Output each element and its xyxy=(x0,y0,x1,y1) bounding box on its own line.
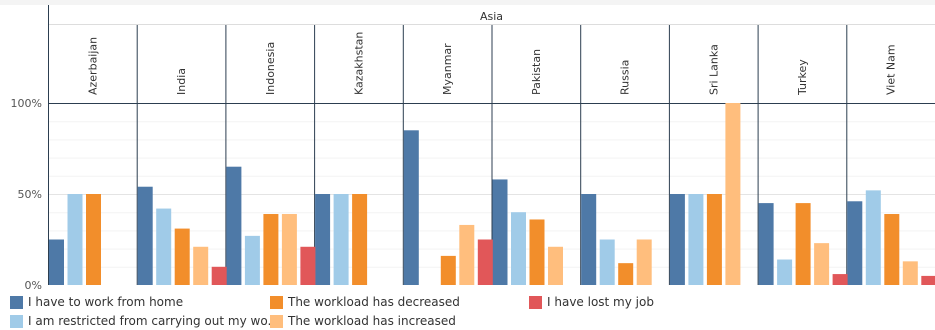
bar xyxy=(636,239,652,285)
bar xyxy=(758,203,774,285)
bar xyxy=(86,194,101,285)
bar xyxy=(315,194,331,285)
bar xyxy=(156,208,172,285)
legend-item-work-from-home[interactable]: I have to work from home xyxy=(10,295,183,309)
y-tick-label: 0% xyxy=(25,279,42,290)
category-label: Azerbaijan xyxy=(86,37,99,95)
category-label: Viet Nam xyxy=(885,44,898,95)
legend-label: The workload has increased xyxy=(288,314,456,328)
category-label: Sri Lanka xyxy=(707,44,720,95)
bar xyxy=(459,224,475,285)
bar xyxy=(440,255,456,285)
bar xyxy=(511,212,526,285)
bar xyxy=(67,194,83,285)
legend: I have to work from home I am restricted… xyxy=(0,291,935,330)
bar xyxy=(706,194,722,285)
bar xyxy=(902,261,918,285)
legend-item-workload-decreased[interactable]: The workload has decreased xyxy=(270,295,460,309)
category-label: Russia xyxy=(619,60,632,95)
legend-swatch xyxy=(529,295,542,309)
category-label: Pakistan xyxy=(530,49,543,95)
bar xyxy=(477,239,493,285)
bar xyxy=(884,214,900,285)
bar xyxy=(263,214,279,285)
legend-label: I have to work from home xyxy=(28,295,184,309)
group-header: Asia xyxy=(480,10,503,23)
bar xyxy=(137,186,153,285)
category-label: Kazakhstan xyxy=(352,32,365,95)
bar xyxy=(333,194,349,285)
legend-swatch xyxy=(10,295,23,309)
bar xyxy=(49,239,64,285)
bar xyxy=(548,246,563,285)
bar xyxy=(795,203,811,285)
y-tick-label: 100% xyxy=(11,97,42,110)
legend-item-workload-increased[interactable]: The workload has increased xyxy=(270,314,456,328)
category-label: Indonesia xyxy=(264,42,277,95)
category-label: India xyxy=(175,68,188,95)
top-strip xyxy=(0,0,935,5)
legend-label: The workload has decreased xyxy=(288,295,460,309)
bar xyxy=(581,194,597,285)
legend-label: I have lost my job xyxy=(547,295,654,309)
bar xyxy=(921,275,935,285)
bar xyxy=(618,263,634,285)
bar xyxy=(352,194,368,285)
bar xyxy=(865,190,881,285)
y-tick-label: 50% xyxy=(18,188,42,201)
bar xyxy=(244,235,260,285)
bar xyxy=(599,239,615,285)
bar xyxy=(814,243,830,285)
bar xyxy=(492,179,508,285)
category-label: Turkey xyxy=(796,59,809,96)
legend-swatch xyxy=(270,314,283,328)
bar xyxy=(725,103,741,285)
legend-item-lost-job[interactable]: I have lost my job xyxy=(529,295,654,309)
bar xyxy=(688,194,704,285)
bar xyxy=(403,130,419,285)
bar xyxy=(226,166,242,285)
chart: 0% 50% 100% Asia Azerbaijan India Indonesia Kaz… xyxy=(0,0,935,290)
bar xyxy=(777,259,793,285)
category-label: Myanmar xyxy=(441,43,454,95)
bar xyxy=(300,246,316,285)
bar xyxy=(211,266,227,285)
legend-swatch xyxy=(270,295,283,309)
bar xyxy=(193,246,209,285)
bar xyxy=(832,274,848,285)
legend-swatch xyxy=(10,314,23,328)
legend-item-restricted[interactable]: I am restricted from carrying out my wo.… xyxy=(10,314,275,328)
bar xyxy=(669,194,685,285)
bar xyxy=(529,219,545,285)
legend-label: I am restricted from carrying out my wo.… xyxy=(28,314,276,328)
bar xyxy=(174,228,190,285)
bar xyxy=(281,214,297,285)
bar xyxy=(847,201,863,285)
